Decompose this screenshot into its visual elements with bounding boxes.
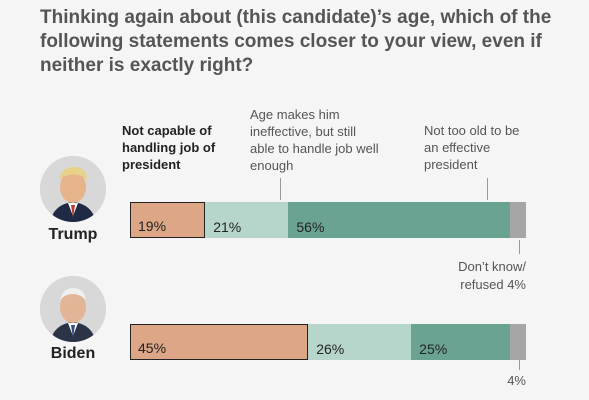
candidate-name-biden: Biden xyxy=(50,345,96,362)
stacked-bar-trump: 19% 21% 56% xyxy=(130,202,526,238)
category-label-ineffective-but-able: Age makes him ineffective, but still abl… xyxy=(250,107,379,173)
dont-know-note-trump: Don’t know/ refused 4% xyxy=(420,258,526,294)
bar-value-label: 26% xyxy=(316,341,345,357)
category-label-not-too-old: Not too old to be an effective president xyxy=(424,123,520,172)
dont-know-note-biden: 4% xyxy=(507,373,526,388)
stacked-bar-biden: 45% 26% 25% xyxy=(130,324,526,360)
category-label-not-capable: Not capable of handling job of president xyxy=(122,123,216,172)
bar-segment-biden-2: 26% xyxy=(308,324,412,360)
bar-value-label: 19% xyxy=(138,218,167,234)
bar-segment-trump-2: 21% xyxy=(205,202,289,238)
bar-segment-trump-1: 19% xyxy=(130,202,206,238)
leader-tick-not-too-old xyxy=(487,178,488,200)
chart-title: Thinking again about (this candidate)’s … xyxy=(40,7,552,76)
dont-know-note-trump-line2: refused 4% xyxy=(460,277,526,292)
bar-segment-biden-3: 25% xyxy=(411,324,511,360)
bar-segment-trump-3: 56% xyxy=(288,202,511,238)
candidate-name-trump: Trump xyxy=(48,226,98,243)
biden-avatar-icon xyxy=(40,276,106,342)
leader-tick-ineffective xyxy=(280,178,281,200)
bar-value-label: 21% xyxy=(213,219,242,235)
trump-avatar-icon xyxy=(40,156,106,222)
leader-tick-dont-know-trump xyxy=(519,240,520,254)
leader-tick-dont-know-biden xyxy=(519,360,520,370)
bar-value-label: 25% xyxy=(419,341,448,357)
bar-segment-biden-1: 45% xyxy=(130,324,309,360)
bar-value-label: 45% xyxy=(138,340,167,356)
bar-segment-trump-4 xyxy=(510,202,526,238)
dont-know-note-trump-line1: Don’t know/ xyxy=(458,259,526,274)
bar-segment-biden-4 xyxy=(510,324,526,360)
bar-value-label: 56% xyxy=(296,219,325,235)
